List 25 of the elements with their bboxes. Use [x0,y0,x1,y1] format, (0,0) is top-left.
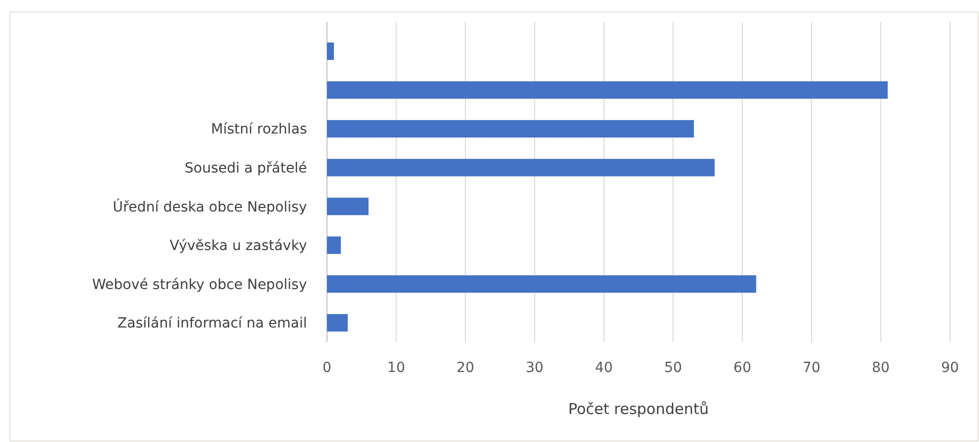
bar [327,275,756,293]
x-tick-label: 0 [322,360,332,376]
bar [327,198,369,216]
bar [327,236,341,254]
x-tick-label: 90 [941,360,959,376]
x-tick-label: 20 [456,360,474,376]
x-tick-label: 70 [802,360,820,376]
x-tick-label: 60 [733,360,752,376]
y-tick-label: Sousedi a přátelé [184,160,307,176]
y-tick-label: Úřední deska obce Nepolisy [112,198,307,216]
bar [327,42,334,60]
x-tick-label: 80 [872,360,890,376]
bar [327,81,888,99]
y-tick-label: Zasílání informací na email [117,316,307,332]
bar [327,158,715,176]
y-tick-label: Webové stránky obce Nepolisy [92,276,307,293]
x-tick-label: 10 [387,360,406,376]
x-tick-label: 40 [594,360,613,376]
bar [327,120,694,138]
bar [327,314,348,332]
x-axis-title: Počet respondentů [568,400,709,418]
x-tick-label: 30 [526,360,544,376]
x-tick-label: 50 [664,360,682,376]
y-tick-label: Místní rozhlas [211,122,307,138]
y-tick-label: Vývěska u zastávky [170,238,307,254]
